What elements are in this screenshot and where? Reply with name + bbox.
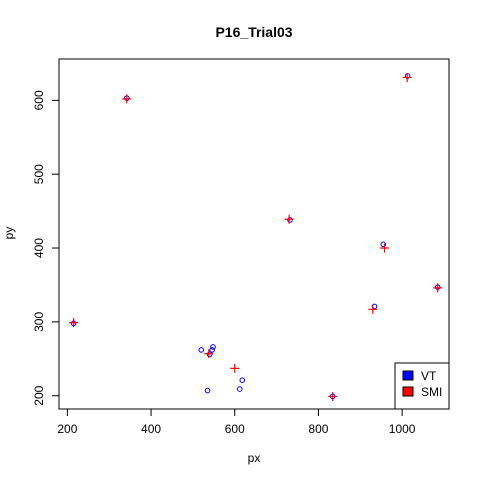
vt-point — [287, 217, 293, 223]
vt-point — [239, 377, 246, 384]
vt-point — [380, 241, 387, 248]
vt-point — [204, 387, 211, 394]
y-tick-label: 200 — [32, 385, 46, 405]
y-axis-label: py — [2, 227, 16, 240]
smi-point — [433, 283, 443, 293]
smi-point — [368, 304, 378, 314]
smi-point — [380, 243, 390, 253]
legend-swatch-vt — [402, 370, 414, 381]
x-tick-label: 800 — [308, 422, 328, 436]
smi-point — [230, 363, 240, 373]
data-points — [69, 72, 443, 401]
series-smi — [69, 72, 443, 401]
smi-point — [284, 214, 294, 224]
legend-swatch-smi — [402, 386, 414, 397]
smi-point — [122, 94, 132, 104]
legend: VT SMI — [394, 362, 450, 410]
vt-point — [209, 347, 215, 353]
legend-label-smi: SMI — [421, 385, 442, 399]
chart-title: P16_Trial03 — [215, 24, 292, 40]
vt-point — [236, 386, 243, 392]
vt-point — [210, 344, 216, 350]
y-tick-label: 600 — [32, 90, 46, 110]
x-tick-label: 600 — [225, 422, 245, 436]
y-tick-label: 500 — [32, 164, 46, 184]
smi-point — [402, 72, 412, 82]
vt-point — [198, 347, 205, 353]
smi-point — [328, 391, 338, 401]
vt-point — [371, 303, 378, 310]
series-vt — [70, 73, 441, 400]
x-tick-label: 400 — [141, 422, 161, 436]
x-axis-label: px — [248, 451, 261, 465]
x-tick-label: 200 — [57, 422, 77, 436]
vt-point — [206, 351, 213, 358]
smi-point — [69, 318, 79, 328]
y-axis: 200 300 400 500 600 — [32, 90, 60, 406]
x-tick-label: 1000 — [389, 422, 416, 436]
x-axis: 200 400 600 800 1000 — [57, 408, 416, 436]
y-tick-label: 300 — [32, 312, 46, 332]
smi-point — [204, 349, 214, 359]
y-tick-label: 400 — [32, 238, 46, 258]
legend-label-vt: VT — [421, 369, 437, 383]
